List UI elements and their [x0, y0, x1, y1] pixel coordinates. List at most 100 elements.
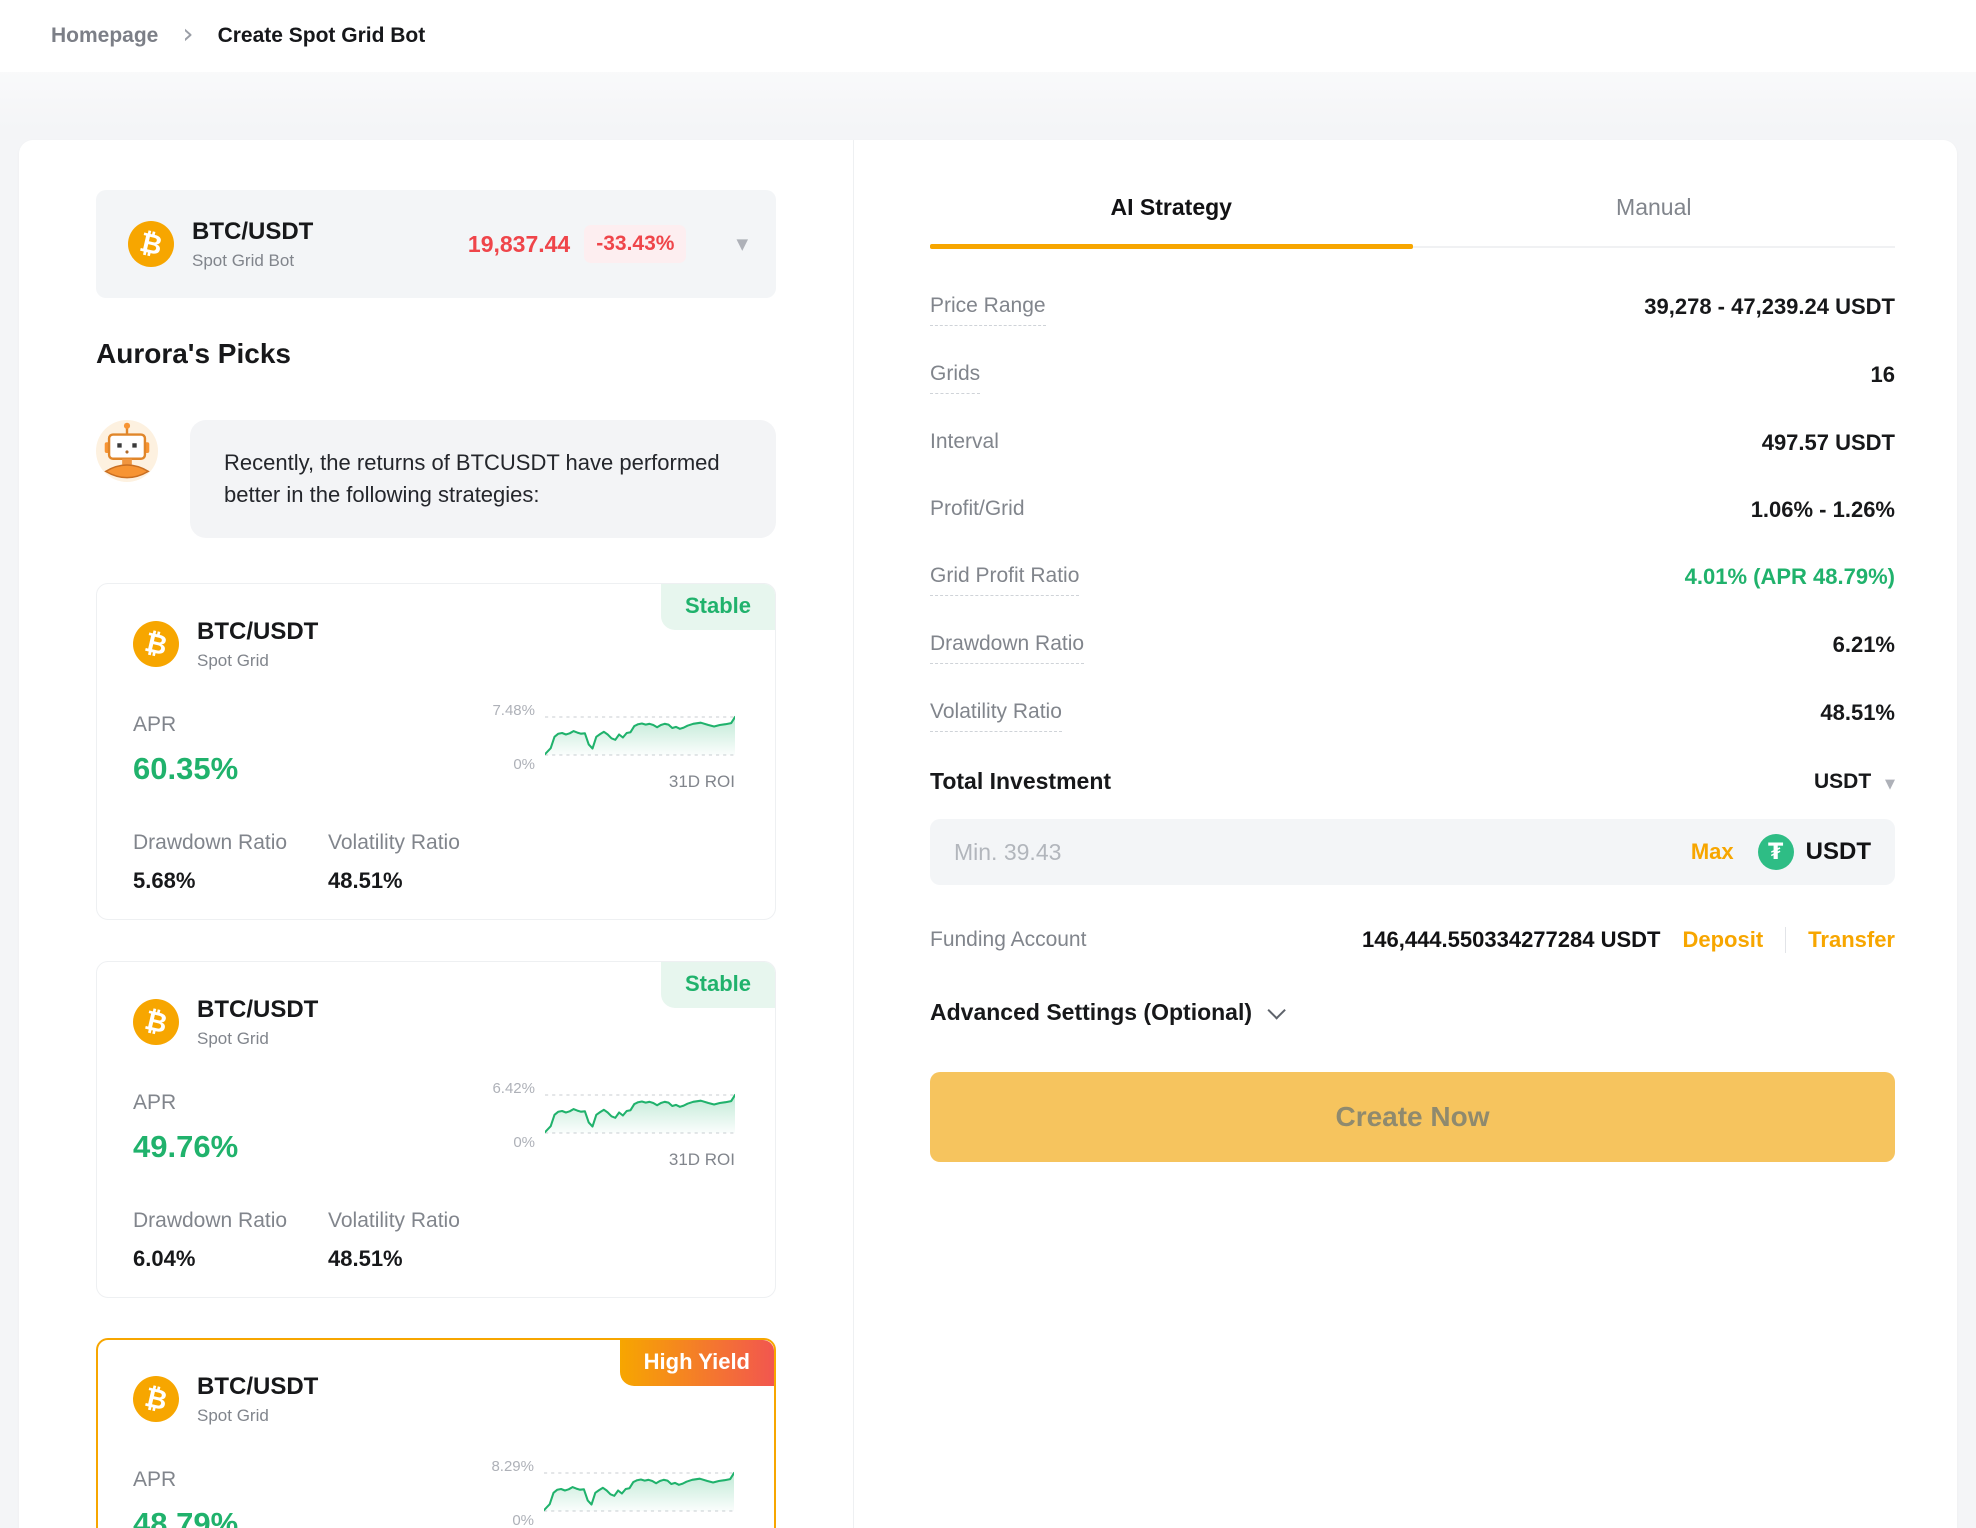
pair-price: 19,837.44 [467, 230, 571, 257]
chart-max-label: 6.42% [492, 1079, 535, 1097]
param-value-interval: 497.57 USDT [1761, 430, 1895, 455]
advanced-settings-label: Advanced Settings (Optional) [930, 999, 1253, 1025]
apr-value: 60.35% [133, 750, 239, 786]
breadcrumb: Homepage › Create Spot Grid Bot [0, 0, 1976, 72]
transfer-link[interactable]: Transfer [1808, 927, 1895, 952]
chart-caption: 31D ROI [668, 771, 735, 791]
strategy-params: Price Range 39,278 - 47,239.24 USDT Grid… [930, 294, 1895, 732]
chart-zero-label: 0% [513, 1133, 535, 1151]
param-label-interval: Interval [930, 430, 999, 453]
stable-badge: Stable [660, 961, 775, 1008]
funding-account-row: Funding Account 146,444.550334277284 USD… [930, 927, 1895, 953]
chevron-right-icon: › [182, 17, 194, 50]
roi-chart: 6.42% 0% 31D ROI [473, 1079, 735, 1172]
funding-account-label: Funding Account [930, 928, 1087, 951]
volatility-value: 48.51% [328, 1245, 403, 1271]
roi-sparkline [544, 1471, 734, 1512]
param-value-price-range: 39,278 - 47,239.24 USDT [1644, 294, 1895, 319]
create-now-button[interactable]: Create Now [930, 1072, 1895, 1162]
roi-chart: 8.29% 0% 31D ROI [472, 1457, 734, 1528]
apr-label: APR [133, 712, 177, 736]
param-row: Drawdown Ratio 6.21% [930, 632, 1895, 664]
chart-max-label: 7.48% [492, 701, 535, 719]
investment-amount-input[interactable] [954, 838, 1691, 866]
high-yield-badge: High Yield [619, 1339, 774, 1386]
deposit-link[interactable]: Deposit [1682, 927, 1764, 952]
total-investment-label: Total Investment [930, 768, 1112, 794]
param-row: Profit/Grid 1.06% - 1.26% [930, 497, 1895, 528]
funding-account-balance: 146,444.550334277284 USDT [1362, 927, 1661, 952]
card-pair: BTC/USDT [197, 617, 319, 645]
btc-icon: ₿ [128, 221, 174, 267]
param-label-profit-grid: Profit/Grid [930, 497, 1025, 520]
card-subtitle: Spot Grid [197, 650, 269, 670]
advanced-settings-toggle[interactable]: Advanced Settings (Optional) [930, 999, 1895, 1026]
robot-icon [96, 420, 158, 482]
chart-max-label: 8.29% [491, 1457, 534, 1475]
link-divider [1785, 927, 1787, 953]
card-pair: BTC/USDT [197, 1372, 319, 1400]
dropdown-triangle-icon: ▼ [1885, 776, 1895, 792]
drawdown-label: Drawdown Ratio [133, 830, 288, 854]
chevron-down-icon [1267, 1001, 1286, 1020]
btc-icon: ₿ [133, 999, 179, 1046]
advisor-message: Recently, the returns of BTCUSDT have pe… [190, 420, 776, 538]
card-subtitle: Spot Grid [197, 1028, 269, 1048]
param-value-grid-profit-ratio: 4.01% (APR 48.79%) [1684, 564, 1895, 589]
dropdown-triangle-icon[interactable]: ▼ [736, 235, 748, 253]
strategy-card[interactable]: Stable ₿ BTC/USDT Spot Grid APR 60.35% 7… [96, 582, 776, 920]
param-value-drawdown-ratio: 6.21% [1832, 632, 1895, 657]
pair-selector-dropdown[interactable]: ₿ BTC/USDT Spot Grid Bot 19,837.44 -33.4… [96, 190, 776, 298]
tether-icon: ₮ [1757, 834, 1794, 870]
volatility-label: Volatility Ratio [328, 830, 460, 854]
chart-zero-label: 0% [512, 1511, 534, 1528]
param-value-profit-grid: 1.06% - 1.26% [1750, 497, 1895, 522]
strategy-card-selected[interactable]: High Yield ₿ BTC/USDT Spot Grid APR 48.7… [96, 1337, 776, 1528]
param-row: Price Range 39,278 - 47,239.24 USDT [930, 294, 1895, 326]
apr-value: 48.79% [133, 1505, 239, 1528]
card-pair: BTC/USDT [197, 995, 319, 1023]
param-row: Grids 16 [930, 362, 1895, 394]
param-label-volatility-ratio[interactable]: Volatility Ratio [930, 700, 1062, 732]
card-subtitle: Spot Grid [197, 1405, 269, 1425]
roi-sparkline [545, 715, 735, 756]
left-column: ₿ BTC/USDT Spot Grid Bot 19,837.44 -33.4… [19, 140, 853, 1528]
stable-badge: Stable [660, 583, 775, 630]
param-label-grid-profit-ratio[interactable]: Grid Profit Ratio [930, 564, 1080, 596]
param-row: Grid Profit Ratio 4.01% (APR 48.79%) [930, 564, 1895, 596]
main-panel: ₿ BTC/USDT Spot Grid Bot 19,837.44 -33.4… [19, 140, 1957, 1528]
page-title: Create Spot Grid Bot [217, 24, 426, 47]
volatility-label: Volatility Ratio [328, 1208, 460, 1232]
apr-label: APR [133, 1090, 177, 1114]
apr-value: 49.76% [133, 1128, 239, 1164]
drawdown-label: Drawdown Ratio [133, 1208, 288, 1232]
param-row: Interval 497.57 USDT [930, 430, 1895, 461]
tab-manual[interactable]: Manual [1616, 194, 1692, 220]
pair-name: BTC/USDT [192, 217, 314, 245]
param-label-grids[interactable]: Grids [930, 362, 981, 394]
investment-currency-dropdown[interactable]: USDT ▼ [1813, 769, 1895, 793]
pair-subtitle: Spot Grid Bot [192, 250, 295, 270]
investment-unit: USDT [1805, 838, 1871, 865]
volatility-value: 48.51% [328, 867, 403, 893]
btc-icon: ₿ [133, 1376, 179, 1423]
chart-zero-label: 0% [513, 755, 535, 773]
apr-label: APR [133, 1467, 177, 1491]
param-value-volatility-ratio: 48.51% [1820, 700, 1895, 725]
btc-icon: ₿ [133, 621, 179, 668]
panel-divider [853, 140, 854, 1528]
drawdown-value: 6.04% [133, 1245, 196, 1271]
roi-sparkline [545, 1093, 735, 1134]
param-row: Volatility Ratio 48.51% [930, 700, 1895, 732]
strategy-tabs: AI Strategy Manual [930, 186, 1895, 249]
drawdown-value: 5.68% [133, 867, 196, 893]
param-label-drawdown-ratio[interactable]: Drawdown Ratio [930, 632, 1085, 664]
max-button[interactable]: Max [1690, 839, 1734, 864]
active-tab-underline [930, 244, 1413, 249]
param-label-price-range[interactable]: Price Range [930, 294, 1046, 326]
strategy-card[interactable]: Stable ₿ BTC/USDT Spot Grid APR 49.76% 6… [96, 960, 776, 1298]
breadcrumb-home-link[interactable]: Homepage [51, 24, 159, 47]
investment-input-box: Max ₮ USDT [930, 819, 1895, 885]
tab-ai-strategy[interactable]: AI Strategy [1110, 194, 1232, 220]
chart-caption: 31D ROI [668, 1149, 735, 1169]
